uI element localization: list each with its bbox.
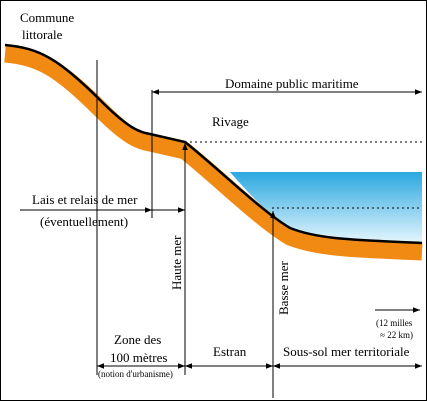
sea xyxy=(230,172,422,243)
label: Sous-sol mer territoriale xyxy=(283,344,410,359)
label: (12 milles xyxy=(376,318,413,328)
label: Domaine public maritime xyxy=(225,76,359,91)
label: Lais et relais de mer xyxy=(32,192,138,207)
label: Zone des xyxy=(114,332,161,347)
label: Estran xyxy=(213,344,247,359)
label: ≈ 22 km) xyxy=(380,330,413,340)
label: Basse mer xyxy=(276,261,291,315)
coastline xyxy=(4,43,423,245)
label: 100 mètres xyxy=(110,350,167,365)
label: (notion d'urbanisme) xyxy=(98,369,173,379)
label: littorale xyxy=(22,27,63,42)
label: Haute mer xyxy=(169,235,184,290)
label: Rivage xyxy=(212,114,249,129)
label: Commune xyxy=(20,10,74,25)
label: (éventuellement) xyxy=(40,214,128,229)
seabed-band xyxy=(4,45,423,261)
